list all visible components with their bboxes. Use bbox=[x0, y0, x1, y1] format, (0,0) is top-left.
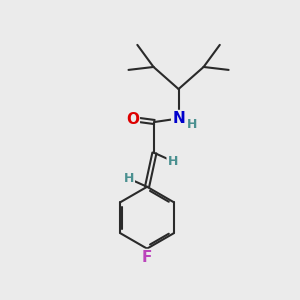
Text: H: H bbox=[124, 172, 134, 185]
Text: H: H bbox=[167, 155, 178, 168]
Text: H: H bbox=[187, 118, 197, 131]
Text: N: N bbox=[172, 111, 185, 126]
Text: F: F bbox=[142, 250, 152, 265]
Text: O: O bbox=[126, 112, 139, 127]
